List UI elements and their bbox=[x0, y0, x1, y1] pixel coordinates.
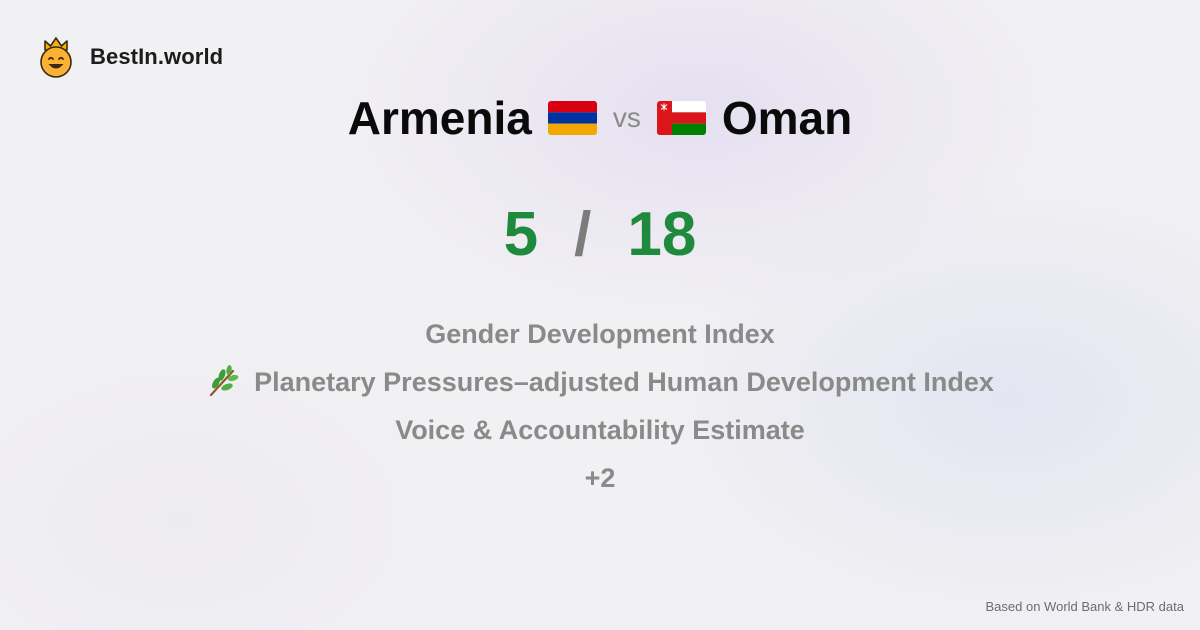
comparison-title: Armenia vs Oman bbox=[0, 88, 1200, 148]
score-separator: / bbox=[574, 199, 592, 269]
score-right: 18 bbox=[627, 199, 697, 269]
indicator-item: Voice & Accountability Estimate bbox=[0, 406, 1200, 454]
brand[interactable]: BestIn.world bbox=[38, 36, 223, 78]
indicator-list: Gender Development Index Planetary Press… bbox=[0, 310, 1200, 502]
vs-label: vs bbox=[612, 102, 641, 133]
armenia-flag-icon bbox=[547, 101, 597, 135]
indicator-item: +2 bbox=[0, 454, 1200, 502]
data-source-note: Based on World Bank & HDR data bbox=[985, 599, 1184, 614]
country-left-name[interactable]: Armenia bbox=[347, 92, 532, 144]
indicator-label: Planetary Pressures–adjusted Human Devel… bbox=[254, 366, 994, 397]
indicator-label: Gender Development Index bbox=[425, 318, 775, 349]
crowned-smiley-icon bbox=[40, 37, 72, 78]
score: 5 / 18 bbox=[0, 196, 1200, 272]
country-right-name[interactable]: Oman bbox=[721, 92, 853, 144]
leaf-branch-icon bbox=[210, 365, 239, 397]
oman-flag-icon bbox=[656, 101, 706, 135]
indicator-item: Gender Development Index bbox=[0, 310, 1200, 358]
more-indicators-count: +2 bbox=[584, 462, 616, 493]
brand-name: BestIn.world bbox=[90, 44, 224, 69]
score-left: 5 bbox=[503, 199, 539, 269]
indicator-label: Voice & Accountability Estimate bbox=[395, 414, 805, 445]
indicator-item: Planetary Pressures–adjusted Human Devel… bbox=[0, 358, 1200, 406]
